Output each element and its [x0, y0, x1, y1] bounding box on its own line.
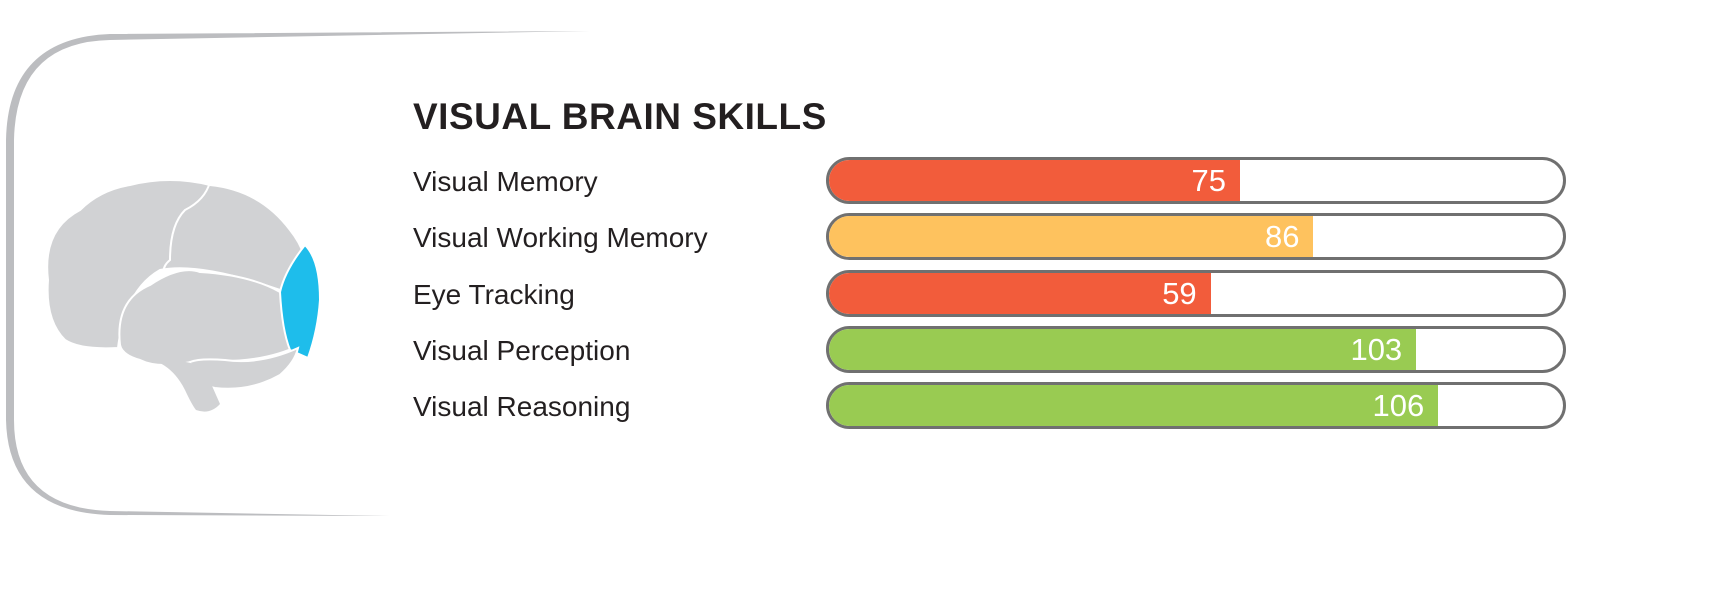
- category-label: Visual Working Memory: [413, 222, 708, 253]
- category-label: Visual Reasoning: [413, 391, 631, 422]
- bar: 75: [829, 160, 1241, 201]
- data-label: 86: [1264, 219, 1300, 254]
- bar-track: 75: [826, 157, 1566, 204]
- data-label: 59: [1162, 276, 1197, 311]
- chart-title: VISUAL BRAIN SKILLS: [413, 96, 827, 137]
- data-label: 103: [1350, 332, 1403, 367]
- category-label: Visual Perception: [413, 335, 631, 366]
- bar-track: 86: [826, 213, 1566, 260]
- bar: 59: [829, 273, 1211, 314]
- brain-icon: [46, 179, 322, 412]
- data-label: 106: [1372, 388, 1425, 423]
- category-label: Eye Tracking: [413, 279, 575, 310]
- bar: 86: [829, 216, 1314, 257]
- bar: 106: [829, 385, 1439, 426]
- category-label: Visual Memory: [413, 166, 598, 197]
- bar-track: 103: [826, 326, 1566, 373]
- data-label: 75: [1191, 163, 1227, 198]
- bar-track: 59: [826, 270, 1566, 317]
- bar-track: 106: [826, 382, 1566, 429]
- bar: 103: [829, 329, 1417, 370]
